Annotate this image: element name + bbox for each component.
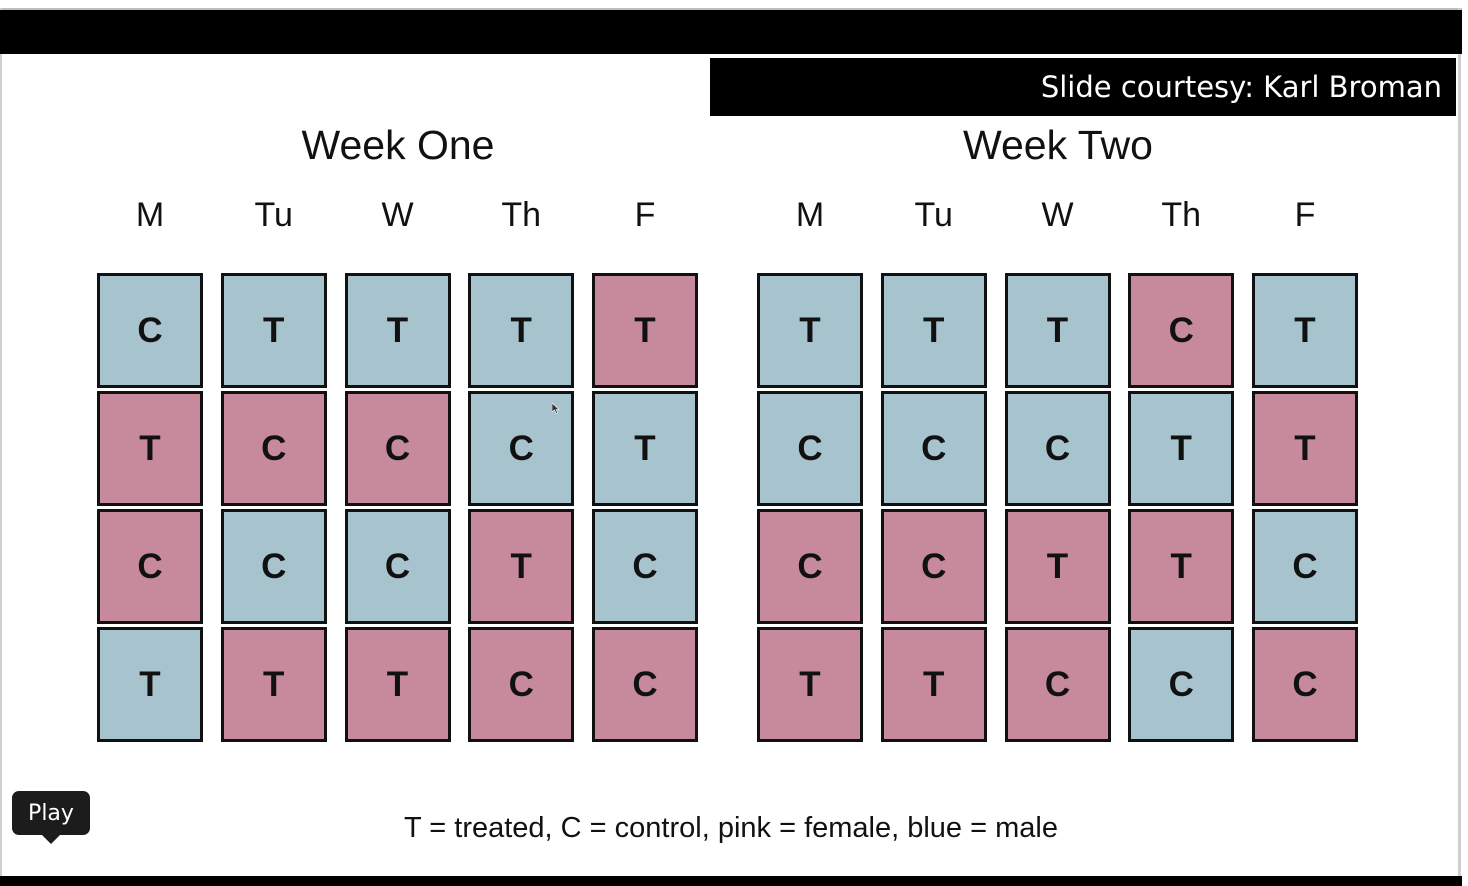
week-one-th-cell-3: T <box>468 509 575 624</box>
week-two-m-cell-2: C <box>757 391 863 506</box>
mouse-cursor-icon <box>552 403 560 414</box>
week-two-day-m: M <box>795 196 825 234</box>
video-frame-top <box>0 8 1462 10</box>
week-two-tu-cell-2: C <box>880 391 987 506</box>
week-two-w-cell-1: T <box>1004 273 1111 388</box>
slide-credit-banner: Slide courtesy: Karl Broman <box>710 58 1456 116</box>
week-one-f-cell-2: T <box>592 391 698 506</box>
week-one-m-cell-1: C <box>97 273 203 388</box>
week-one-day-w: W <box>381 196 414 234</box>
week-two-th-cell-3: T <box>1128 509 1235 624</box>
week-one-day-f: F <box>634 196 656 234</box>
week-one-day-th: Th <box>501 196 542 234</box>
week-two-day-th: Th <box>1161 196 1202 234</box>
week-one-th-cell-1: T <box>468 273 575 388</box>
legend-text: T = treated, C = control, pink = female,… <box>404 812 1058 844</box>
week-one-f-cell-3: C <box>592 509 698 624</box>
week-one-title: Week One <box>301 122 495 168</box>
week-one-day-tu: Tu <box>254 196 293 234</box>
week-two-f-cell-1: T <box>1252 273 1358 388</box>
week-one-tu-cell-3: C <box>220 509 327 624</box>
week-two-th-cell-2: T <box>1128 391 1235 506</box>
video-frame-left <box>0 8 2 878</box>
week-two-m-cell-4: T <box>757 627 863 742</box>
week-two-f-cell-2: T <box>1252 391 1358 506</box>
week-two-th-cell-1: C <box>1128 273 1235 388</box>
video-bottom-bar <box>0 876 1462 886</box>
week-one-tu-cell-4: T <box>220 627 327 742</box>
week-two-tu-cell-1: T <box>880 273 987 388</box>
week-one-f-cell-4: C <box>592 627 698 742</box>
video-top-bar <box>0 10 1462 54</box>
week-two-tu-cell-4: T <box>880 627 987 742</box>
week-two-day-f: F <box>1294 196 1316 234</box>
week-two-w-cell-2: C <box>1004 391 1111 506</box>
week-two-w-cell-3: T <box>1004 509 1111 624</box>
week-one-w-cell-4: T <box>344 627 451 742</box>
video-frame-right <box>1458 8 1461 878</box>
week-two-w-cell-4: C <box>1004 627 1111 742</box>
week-one-tu-cell-1: T <box>220 273 327 388</box>
week-one-tu-cell-2: C <box>220 391 327 506</box>
play-tooltip-label: Play <box>28 800 74 826</box>
week-two-day-tu: Tu <box>914 196 953 234</box>
week-one-w-cell-1: T <box>344 273 451 388</box>
week-two-f-cell-4: C <box>1252 627 1358 742</box>
week-one-day-m: M <box>135 196 165 234</box>
week-one-th-cell-4: C <box>468 627 575 742</box>
week-one-w-cell-3: C <box>344 509 451 624</box>
week-two-m-cell-1: T <box>757 273 863 388</box>
week-two-title: Week Two <box>963 122 1153 168</box>
week-two-th-cell-4: C <box>1128 627 1235 742</box>
week-two-f-cell-3: C <box>1252 509 1358 624</box>
week-one-m-cell-2: T <box>97 391 203 506</box>
week-one-f-cell-1: T <box>592 273 698 388</box>
week-one-m-cell-3: C <box>97 509 203 624</box>
week-one-m-cell-4: T <box>97 627 203 742</box>
week-two-day-w: W <box>1041 196 1074 234</box>
week-two-m-cell-3: C <box>757 509 863 624</box>
week-one-w-cell-2: C <box>344 391 451 506</box>
slide-credit-text: Slide courtesy: Karl Broman <box>1040 70 1442 104</box>
week-two-tu-cell-3: C <box>880 509 987 624</box>
play-tooltip[interactable]: Play <box>12 791 90 844</box>
